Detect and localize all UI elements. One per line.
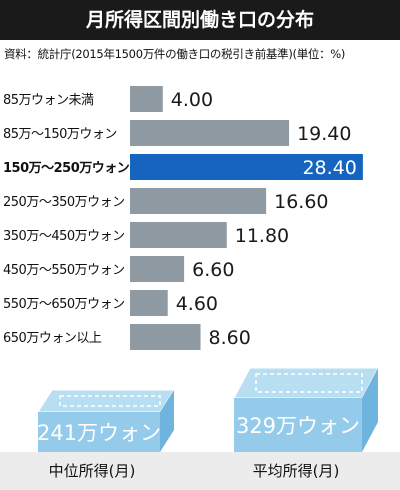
mean-income-box-value: 329万ウォン <box>236 414 360 438</box>
category-label: 150万〜250万ウォン <box>3 161 130 176</box>
value-label: 8.60 <box>209 327 251 349</box>
category-label: 550万〜650万ウォン <box>3 297 125 312</box>
median-income-box-pattern <box>59 395 161 407</box>
mean-income-box-side <box>362 368 378 452</box>
bar <box>130 86 163 112</box>
mean-income-label: 平均所得(月) <box>252 462 340 480</box>
median-income-box-value: 241万ウォン <box>37 421 161 445</box>
median-income-box-side <box>160 390 174 452</box>
value-label: 16.60 <box>274 191 328 213</box>
mean-income-box-front <box>234 398 362 452</box>
bar <box>130 188 267 214</box>
value-label: 4.00 <box>171 89 213 111</box>
chart-title: 月所得区間別働き口の分布 <box>0 0 400 40</box>
category-label: 85万ウォン未満 <box>3 93 94 108</box>
category-label: 450万〜550万ウォン <box>3 263 125 278</box>
bar <box>130 290 168 316</box>
median-income-box-top <box>37 389 175 413</box>
median-income-box-front <box>38 412 160 452</box>
footer-band <box>0 452 400 490</box>
category-label: 250万〜350万ウォン <box>3 195 125 210</box>
category-label: 650万ウォン以上 <box>3 331 102 346</box>
bar <box>130 154 363 180</box>
bar <box>130 324 201 350</box>
median-income-label: 中位所得(月) <box>48 462 136 480</box>
category-label: 85万〜150万ウォン <box>3 127 117 142</box>
value-label: 6.60 <box>192 259 234 281</box>
value-label: 11.80 <box>235 225 289 247</box>
bar <box>130 222 227 248</box>
value-label: 4.60 <box>176 293 218 315</box>
bar-chart: 85万ウォン未満 4.00 85万〜150万ウォン 19.40 150万〜250万ウォン… <box>3 86 379 452</box>
mean-income-box-pattern <box>255 373 363 393</box>
bar <box>130 256 185 282</box>
category-label: 350万〜450万ウォン <box>3 229 125 244</box>
value-label: 19.40 <box>297 123 351 145</box>
value-label: 28.40 <box>302 157 356 179</box>
bar <box>130 120 290 146</box>
source-note: 資料：統計庁(2015年1500万件の働き口の税引き前基準)(単位：%) <box>4 47 346 61</box>
